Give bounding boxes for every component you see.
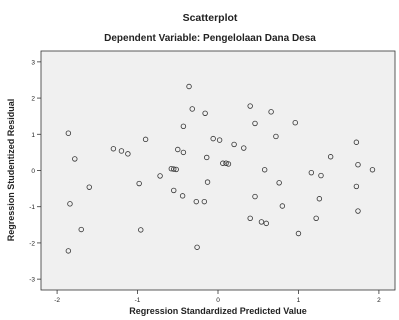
data-point <box>110 146 117 152</box>
data-point <box>263 220 269 227</box>
data-point <box>216 137 223 143</box>
plot-area <box>40 50 396 291</box>
y-tick-label: 2 <box>31 96 35 103</box>
data-point <box>276 180 282 186</box>
chart-subtitle: Dependent Variable: Pengelolaan Dana Des… <box>104 33 316 44</box>
y-tick-label: 3 <box>31 59 35 66</box>
data-point <box>258 219 265 225</box>
x-tick-label: 0 <box>216 297 220 304</box>
y-axis-ticks: -3 -2 -1 0 1 2 3 <box>29 59 41 284</box>
data-point <box>313 215 319 221</box>
data-point <box>327 154 334 160</box>
x-tick-label: -1 <box>135 297 141 304</box>
data-point <box>173 166 179 173</box>
data-point <box>223 160 229 166</box>
data-point <box>355 208 361 214</box>
data-point <box>193 198 199 205</box>
data-point <box>118 148 125 154</box>
data-point <box>142 136 149 143</box>
data-point <box>353 139 360 145</box>
data-point <box>65 130 72 136</box>
x-tick-label: 2 <box>377 297 381 304</box>
data-point <box>171 166 177 172</box>
data-point <box>252 193 258 200</box>
y-tick-label: 1 <box>31 132 35 139</box>
data-point <box>295 230 302 237</box>
data-point <box>279 203 286 209</box>
data-points <box>65 83 376 254</box>
data-point <box>273 133 279 140</box>
data-point <box>247 103 253 109</box>
data-point <box>194 244 200 250</box>
data-point <box>125 151 131 157</box>
data-point <box>138 227 144 233</box>
data-point <box>65 248 72 254</box>
x-axis-ticks: -2 -1 0 1 2 <box>54 290 381 304</box>
data-point <box>292 119 298 126</box>
data-point <box>261 167 268 173</box>
data-point <box>316 196 323 202</box>
data-point <box>252 120 258 127</box>
y-tick-label: -3 <box>29 277 35 284</box>
data-point <box>186 83 192 90</box>
data-point <box>179 193 186 199</box>
x-tick-label: -2 <box>54 297 60 304</box>
data-point <box>180 149 187 156</box>
data-point <box>210 135 216 142</box>
data-point <box>225 161 232 167</box>
data-point <box>136 180 142 187</box>
data-point <box>268 109 274 115</box>
data-point <box>157 173 163 179</box>
data-point <box>171 187 177 194</box>
data-point <box>72 156 78 162</box>
x-axis-label: Regression Standardized Predicted Value <box>129 306 307 316</box>
data-point <box>355 162 361 168</box>
data-point <box>78 226 84 233</box>
data-point <box>369 167 376 173</box>
data-point <box>220 160 226 166</box>
data-point <box>241 145 247 151</box>
y-tick-label: -2 <box>29 240 35 247</box>
data-point <box>204 154 210 161</box>
data-point <box>202 110 208 116</box>
data-point <box>318 172 324 179</box>
chart-title: Scatterplot <box>183 12 238 24</box>
data-point <box>201 198 208 205</box>
data-point <box>353 183 360 190</box>
data-point <box>247 215 253 221</box>
data-point <box>67 201 73 207</box>
y-tick-label: -1 <box>29 204 35 211</box>
data-point <box>308 169 315 176</box>
data-point <box>204 179 211 185</box>
x-tick-label: 1 <box>297 297 301 304</box>
data-point <box>231 141 237 148</box>
y-tick-label: 0 <box>31 168 35 175</box>
y-axis-label: Regression Studentized Residual <box>6 99 16 242</box>
data-point <box>189 106 195 112</box>
data-point <box>86 184 92 190</box>
data-point <box>180 123 187 130</box>
data-point <box>175 146 181 153</box>
